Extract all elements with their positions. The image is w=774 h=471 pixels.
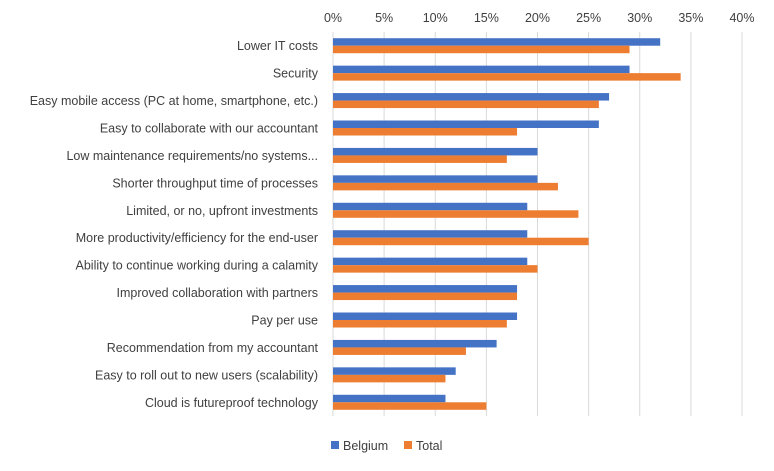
legend: Belgium Total	[331, 439, 442, 453]
x-tick-label: 0%	[324, 11, 342, 25]
category-label: Cloud is futureproof technology	[145, 396, 319, 410]
category-label: Ability to continue working during a cal…	[76, 259, 319, 273]
x-tick-label: 10%	[423, 11, 448, 25]
bar-belgium-0	[333, 38, 661, 46]
legend-swatch-total	[404, 441, 412, 449]
bar-belgium-2	[333, 93, 610, 101]
category-labels: Lower IT costs Security Easy mobile access…	[30, 39, 319, 410]
bar-total-4	[333, 155, 507, 163]
bar-total-11	[333, 347, 466, 355]
x-tick-label: 40%	[729, 11, 754, 25]
category-label: Pay per use	[251, 314, 318, 328]
bar-belgium-6	[333, 202, 528, 211]
bar-belgium-1	[333, 65, 630, 74]
legend-swatch-belgium	[331, 441, 339, 449]
category-label: Security	[273, 67, 319, 81]
bar-total-7	[333, 237, 589, 246]
bar-belgium-4	[333, 147, 538, 156]
category-label: Limited, or no, upfront investments	[126, 204, 318, 218]
bar-belgium-13	[333, 394, 446, 403]
x-tick-label: 35%	[678, 11, 703, 25]
legend-label-belgium: Belgium	[343, 439, 388, 453]
category-label: Easy mobile access (PC at home, smartpho…	[30, 94, 318, 108]
bar-total-10	[333, 320, 507, 328]
bars	[333, 38, 681, 410]
category-label: Easy to collaborate with our accountant	[100, 122, 319, 136]
bar-belgium-11	[333, 339, 497, 348]
x-tick-label: 15%	[474, 11, 499, 25]
x-axis-ticks: 0% 5% 10% 15% 20% 25% 30% 35% 40%	[324, 11, 755, 25]
x-tick-label: 25%	[576, 11, 601, 25]
x-tick-label: 5%	[375, 11, 393, 25]
bar-total-2	[333, 100, 599, 109]
bar-belgium-7	[333, 230, 528, 238]
bar-total-6	[333, 210, 579, 218]
bar-total-1	[333, 73, 681, 81]
category-label: Recommendation from my accountant	[107, 341, 319, 355]
bar-total-9	[333, 292, 518, 301]
bar-belgium-8	[333, 257, 528, 266]
category-label: Easy to roll out to new users (scalabili…	[95, 368, 318, 382]
category-label: More productivity/efficiency for the end…	[76, 231, 318, 245]
bar-total-8	[333, 265, 538, 273]
category-label: Shorter throughput time of processes	[112, 176, 318, 190]
bar-belgium-9	[333, 285, 518, 293]
x-tick-label: 20%	[525, 11, 550, 25]
x-tick-label: 30%	[627, 11, 652, 25]
bar-belgium-10	[333, 312, 518, 320]
category-label: Improved collaboration with partners	[117, 286, 319, 300]
bar-total-0	[333, 45, 630, 54]
bar-total-5	[333, 182, 558, 191]
category-label: Lower IT costs	[237, 39, 318, 53]
bar-belgium-5	[333, 175, 538, 183]
bar-total-13	[333, 402, 487, 410]
category-label: Low maintenance requirements/no systems.…	[66, 149, 318, 163]
bar-belgium-12	[333, 367, 456, 375]
bar-belgium-3	[333, 120, 599, 128]
gridlines	[332, 32, 743, 416]
bar-total-3	[333, 128, 518, 136]
legend-label-total: Total	[416, 439, 442, 453]
bar-total-12	[333, 374, 446, 383]
